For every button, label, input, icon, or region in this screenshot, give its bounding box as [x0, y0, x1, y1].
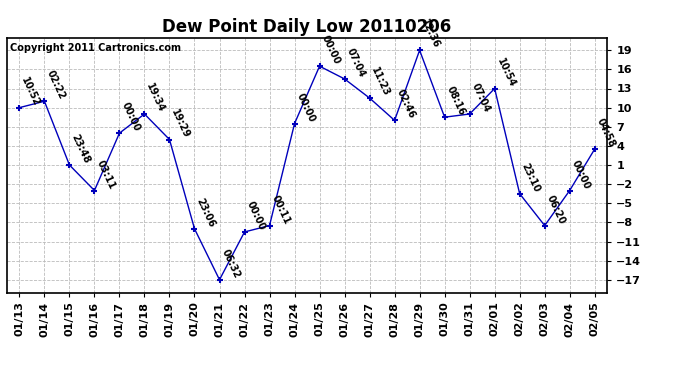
- Text: 00:00: 00:00: [570, 158, 592, 190]
- Text: 23:10: 23:10: [520, 161, 542, 194]
- Text: Copyright 2011 Cartronics.com: Copyright 2011 Cartronics.com: [10, 43, 181, 52]
- Text: 19:29: 19:29: [170, 107, 192, 140]
- Text: 06:32: 06:32: [219, 248, 242, 280]
- Text: 19:34: 19:34: [144, 82, 166, 114]
- Text: 06:20: 06:20: [544, 193, 566, 226]
- Text: 02:22: 02:22: [44, 69, 66, 101]
- Text: 07:04: 07:04: [344, 46, 366, 79]
- Text: 10:54: 10:54: [495, 56, 517, 88]
- Text: 00:00: 00:00: [319, 34, 342, 66]
- Text: 07:04: 07:04: [470, 82, 492, 114]
- Text: 23:06: 23:06: [195, 196, 217, 229]
- Text: 04:58: 04:58: [595, 117, 617, 149]
- Text: 08:16: 08:16: [444, 85, 467, 117]
- Text: 00:00: 00:00: [244, 200, 266, 232]
- Text: 23:48: 23:48: [70, 133, 92, 165]
- Text: 00:00: 00:00: [295, 91, 317, 124]
- Text: 00:00: 00:00: [119, 101, 141, 133]
- Text: 10:52: 10:52: [19, 75, 41, 108]
- Text: 02:46: 02:46: [395, 88, 417, 120]
- Text: 12:36: 12:36: [420, 18, 442, 50]
- Text: 11:23: 11:23: [370, 66, 392, 98]
- Text: 03:11: 03:11: [95, 158, 117, 190]
- Title: Dew Point Daily Low 20110206: Dew Point Daily Low 20110206: [162, 18, 452, 36]
- Text: 00:11: 00:11: [270, 193, 292, 226]
